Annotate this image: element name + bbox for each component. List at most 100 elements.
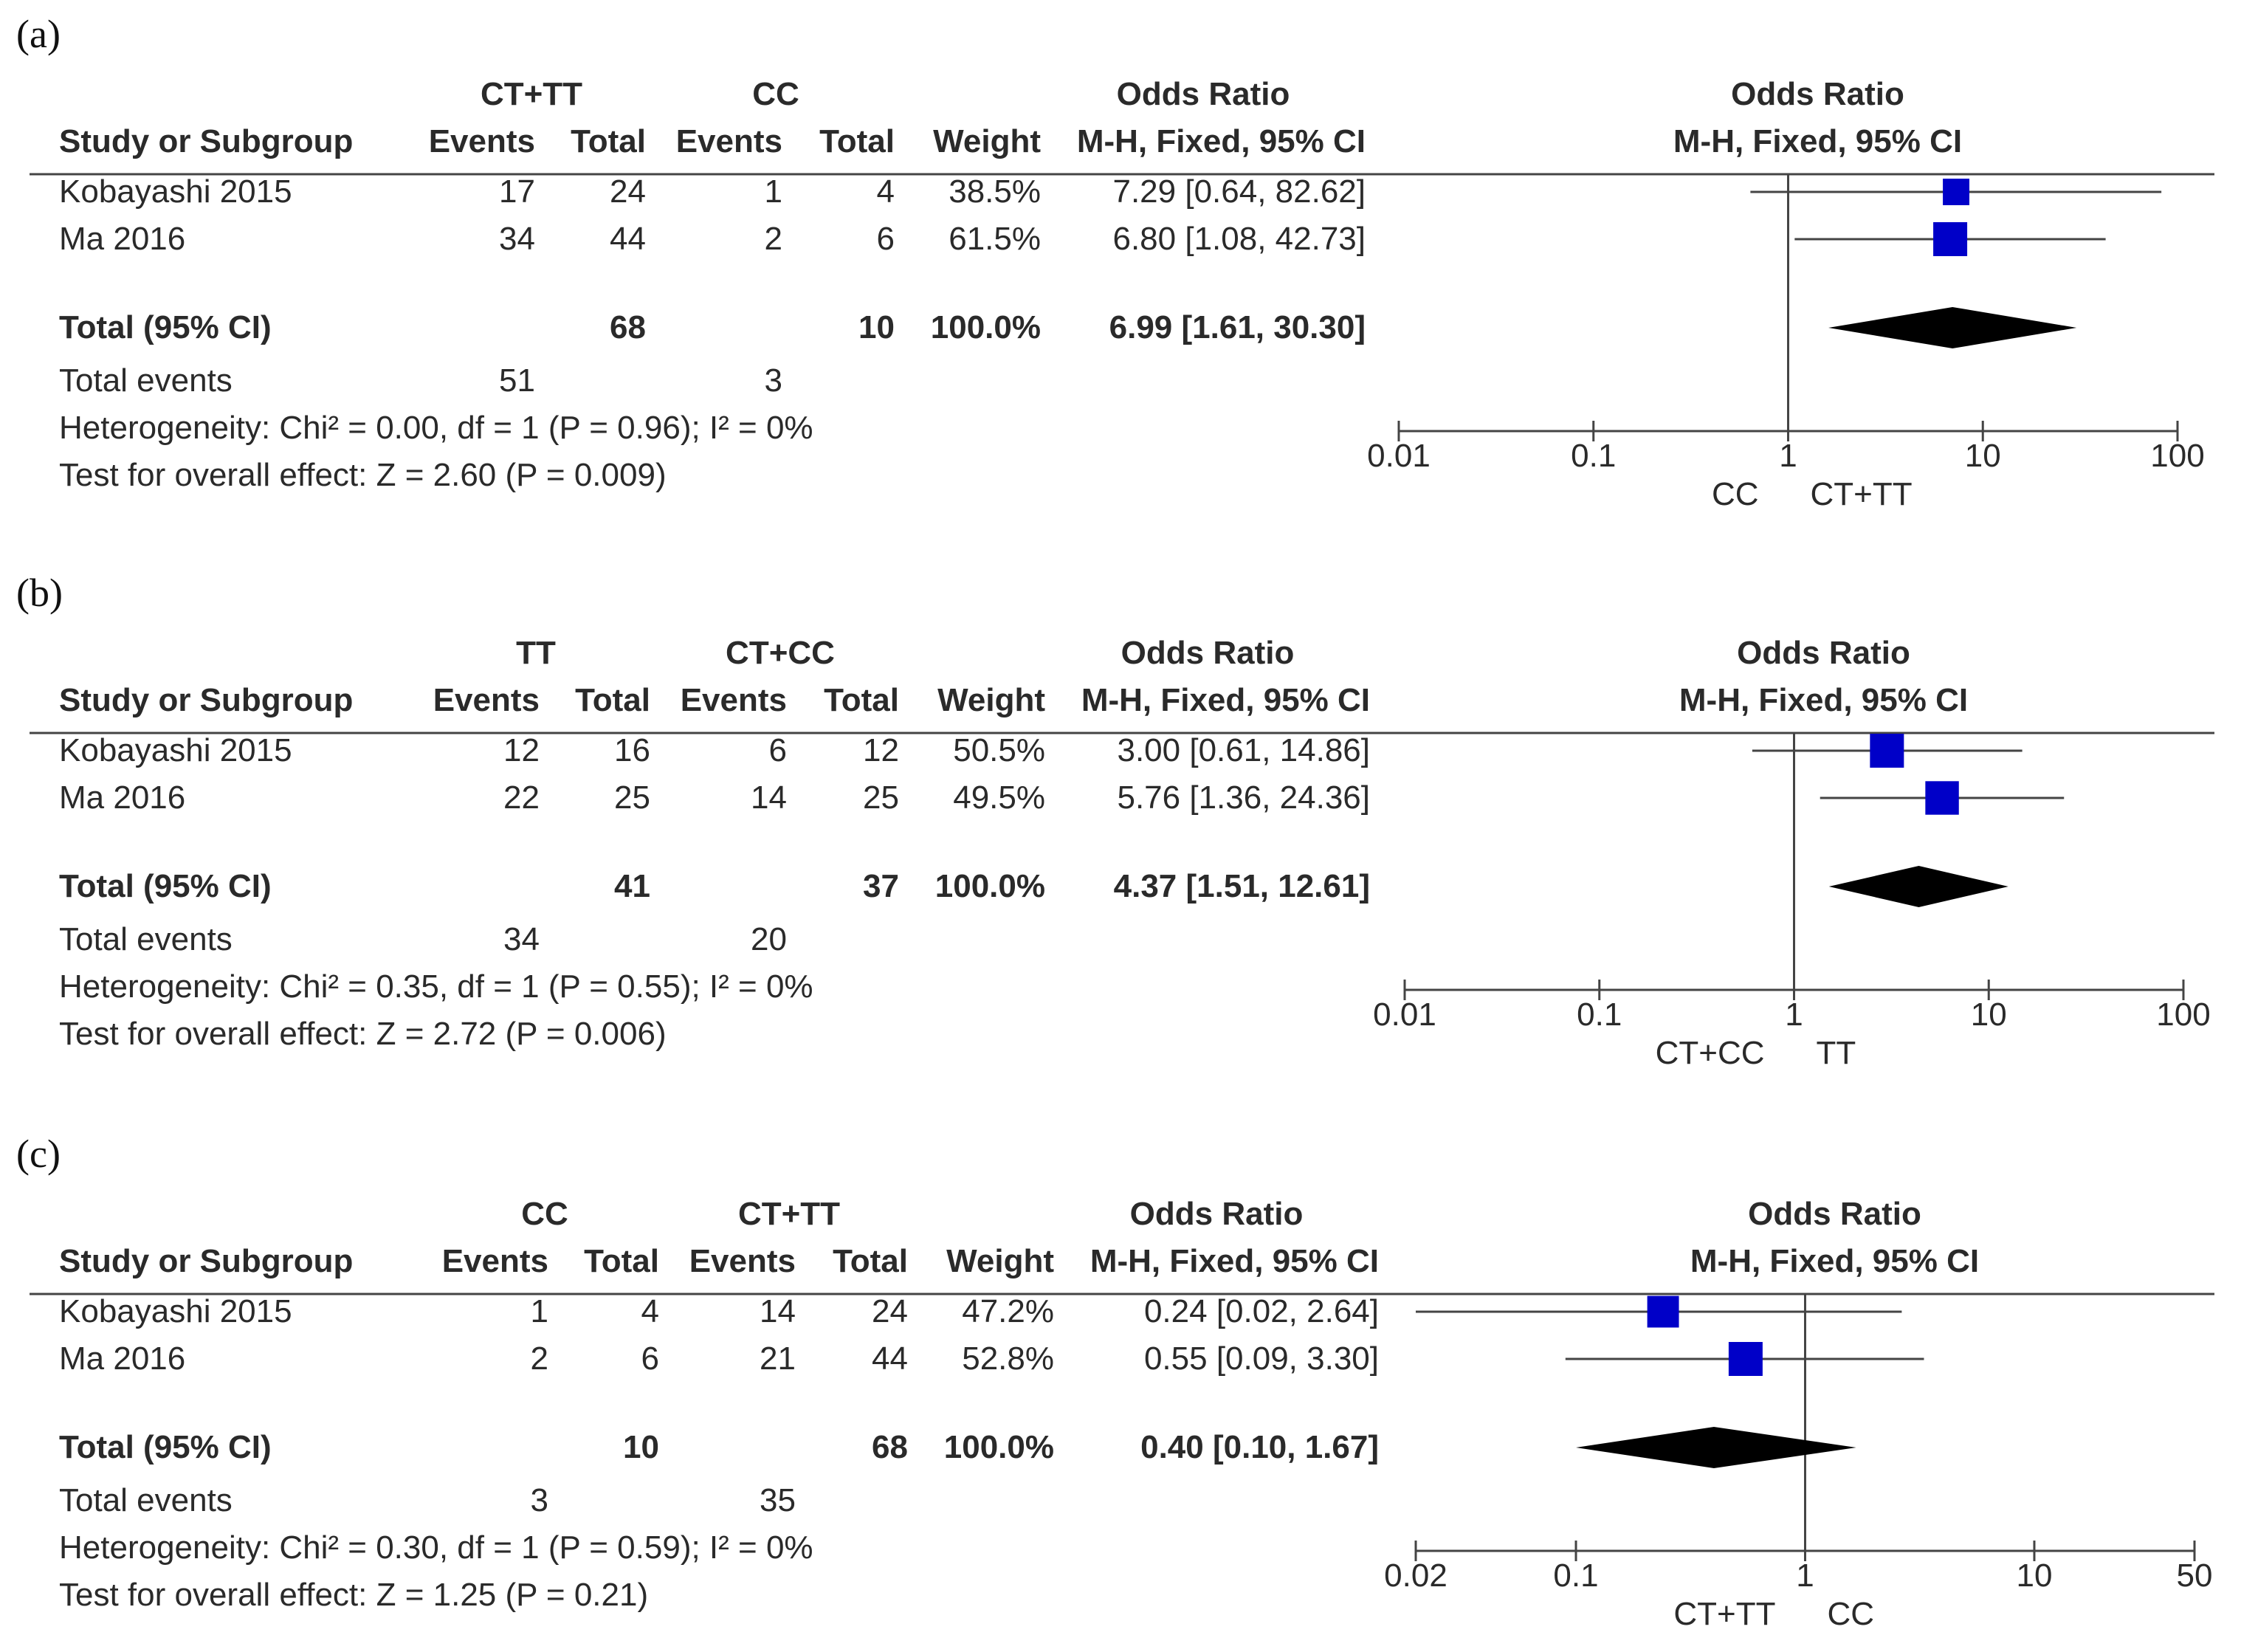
study-events-2: 14: [751, 779, 787, 816]
study-events-2: 14: [760, 1293, 796, 1329]
study-ci: 3.00 [0.61, 14.86]: [1117, 732, 1370, 768]
group-header-experimental: TT: [516, 635, 556, 671]
total-n-2: 68: [872, 1429, 908, 1465]
total-ci: 6.99 [1.61, 30.30]: [1109, 309, 1366, 345]
total-label: Total (95% CI): [59, 309, 272, 345]
plot-header-bottom: M-H, Fixed, 95% CI: [1679, 682, 1968, 718]
total-events-label: Total events: [59, 1482, 233, 1518]
forest-panel-b: (b) TT CT+CC Odds Ratio Study or Subgroup Eve…: [16, 571, 2214, 1071]
study-effect-square: [1870, 734, 1904, 768]
study-effect-square: [1647, 1295, 1679, 1328]
forest-panel-a: (a) CT+TT CC Odds Ratio Study or Subgroup Eve…: [16, 12, 2214, 512]
total-weight: 100.0%: [931, 309, 1041, 345]
study-total-1: 44: [610, 221, 646, 257]
favours-left-label: CT+CC: [1656, 1035, 1765, 1071]
study-total-1: 4: [641, 1293, 659, 1329]
overall-effect-text: Test for overall effect: Z = 2.60 (P = 0…: [59, 457, 667, 493]
study-total-1: 25: [614, 779, 650, 816]
study-total-2: 6: [877, 221, 895, 257]
study-effect-square: [1943, 179, 1969, 205]
study-events-2: 21: [760, 1340, 796, 1377]
total-events-1: 3: [531, 1482, 548, 1518]
study-events-2: 6: [769, 732, 787, 768]
total-label: Total (95% CI): [59, 1429, 272, 1465]
x-tick-label: 1: [1796, 1558, 1814, 1594]
favours-right-label: CT+TT: [1811, 476, 1913, 512]
plot-header-bottom: M-H, Fixed, 95% CI: [1690, 1243, 1979, 1279]
heterogeneity-text: Heterogeneity: Chi² = 0.00, df = 1 (P = …: [59, 410, 813, 446]
study-events-1: 12: [503, 732, 540, 768]
forest-plot: 0.01 0.1 1 10 100 CC CT+TT: [1367, 174, 2205, 512]
col-header-total: Total: [571, 123, 646, 159]
pooled-effect-diamond: [1828, 307, 2077, 348]
col-header-study: Study or Subgroup: [59, 1243, 353, 1279]
study-weight: 52.8%: [962, 1340, 1054, 1377]
study-total-2: 25: [863, 779, 899, 816]
pooled-effect-diamond: [1828, 866, 2008, 907]
x-tick-label: 10: [1971, 997, 2007, 1033]
x-tick-label: 10: [2017, 1558, 2053, 1594]
total-n-1: 68: [610, 309, 646, 345]
study-name: Ma 2016: [59, 221, 185, 257]
group-header-control: CC: [752, 76, 799, 112]
col-header-events: Events: [429, 123, 535, 159]
col-header-events: Events: [676, 123, 782, 159]
x-tick-label: 1: [1785, 997, 1803, 1033]
study-events-2: 2: [765, 221, 782, 257]
study-events-1: 22: [503, 779, 540, 816]
total-events-1: 51: [499, 362, 535, 399]
study-ci: 0.24 [0.02, 2.64]: [1144, 1293, 1379, 1329]
or-header-top: Odds Ratio: [1121, 635, 1295, 671]
study-ci: 0.55 [0.09, 3.30]: [1144, 1340, 1379, 1377]
group-header-control: CT+CC: [726, 635, 835, 671]
col-header-study: Study or Subgroup: [59, 682, 353, 718]
x-tick-label: 1: [1779, 438, 1797, 474]
pooled-effect-diamond: [1576, 1427, 1856, 1468]
study-name: Kobayashi 2015: [59, 1293, 292, 1329]
total-events-label: Total events: [59, 921, 233, 957]
total-ci: 0.40 [0.10, 1.67]: [1140, 1429, 1379, 1465]
study-total-2: 12: [863, 732, 899, 768]
or-header-top: Odds Ratio: [1130, 1196, 1304, 1232]
total-n-1: 10: [623, 1429, 659, 1465]
total-n-2: 37: [863, 868, 899, 904]
overall-effect-text: Test for overall effect: Z = 1.25 (P = 0…: [59, 1577, 648, 1613]
col-header-ci: M-H, Fixed, 95% CI: [1090, 1243, 1379, 1279]
plot-header-top: Odds Ratio: [1731, 76, 1904, 112]
total-events-2: 20: [751, 921, 787, 957]
study-events-1: 2: [531, 1340, 548, 1377]
total-weight: 100.0%: [935, 868, 1045, 904]
favours-right-label: CC: [1828, 1596, 1875, 1632]
study-weight: 50.5%: [953, 732, 1045, 768]
x-tick-label: 100: [2150, 438, 2204, 474]
col-header-weight: Weight: [933, 123, 1041, 159]
total-n-1: 41: [614, 868, 650, 904]
col-header-events: Events: [433, 682, 540, 718]
plot-header-top: Odds Ratio: [1737, 635, 1910, 671]
or-header-top: Odds Ratio: [1117, 76, 1290, 112]
study-total-2: 24: [872, 1293, 908, 1329]
study-weight: 49.5%: [953, 779, 1045, 816]
col-header-total: Total: [824, 682, 899, 718]
x-tick-label: 0.1: [1553, 1558, 1598, 1594]
study-name: Kobayashi 2015: [59, 173, 292, 210]
total-n-2: 10: [858, 309, 895, 345]
study-total-1: 24: [610, 173, 646, 210]
total-events-2: 3: [765, 362, 782, 399]
study-total-1: 6: [641, 1340, 659, 1377]
col-header-total: Total: [819, 123, 895, 159]
col-header-weight: Weight: [946, 1243, 1054, 1279]
col-header-events: Events: [689, 1243, 796, 1279]
study-events-1: 17: [499, 173, 535, 210]
study-weight: 61.5%: [949, 221, 1041, 257]
col-header-events: Events: [681, 682, 787, 718]
col-header-total: Total: [833, 1243, 908, 1279]
study-weight: 47.2%: [962, 1293, 1054, 1329]
panel-label: (c): [16, 1132, 61, 1176]
x-tick-label: 0.02: [1384, 1558, 1447, 1594]
total-weight: 100.0%: [944, 1429, 1054, 1465]
heterogeneity-text: Heterogeneity: Chi² = 0.30, df = 1 (P = …: [59, 1529, 813, 1566]
study-events-2: 1: [765, 173, 782, 210]
total-events-2: 35: [760, 1482, 796, 1518]
